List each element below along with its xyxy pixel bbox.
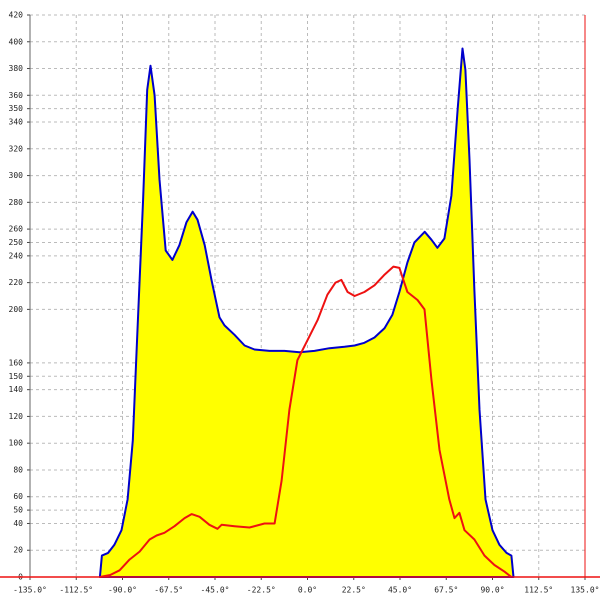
axes: 0204050608010012014015016020022024025026… [0, 11, 600, 595]
y-tick-label: 420 [9, 11, 24, 20]
line [99, 265, 513, 578]
y-tick-label: 80 [13, 465, 23, 474]
y-tick-label: 380 [9, 64, 24, 73]
x-tick-label: -90.0° [108, 586, 137, 595]
y-tick-label: 40 [13, 519, 23, 528]
y-tick-label: 280 [9, 198, 24, 207]
plot [98, 47, 515, 578]
y-tick-label: 20 [13, 546, 23, 555]
x-tick-label: -67.5° [154, 586, 183, 595]
x-tick-label: -45.0° [201, 586, 230, 595]
x-tick-label: 135.0° [571, 586, 600, 595]
x-tick-label: 22.5° [342, 586, 366, 595]
y-tick-label: 240 [9, 251, 24, 260]
y-tick-label: 150 [9, 372, 24, 381]
area [98, 47, 515, 578]
y-tick-label: 250 [9, 238, 24, 247]
x-tick-label: 45.0° [388, 586, 412, 595]
y-tick-label: 140 [9, 385, 24, 394]
x-tick-label: -112.5° [59, 586, 93, 595]
y-tick-label: 100 [9, 439, 24, 448]
y-tick-label: 400 [9, 37, 24, 46]
y-tick-label: 60 [13, 492, 23, 501]
y-tick-label: 50 [13, 506, 23, 515]
y-tick-label: 220 [9, 278, 24, 287]
x-tick-label: 90.0° [480, 586, 504, 595]
y-tick-label: 360 [9, 91, 24, 100]
x-tick-label: -22.5° [247, 586, 276, 595]
y-tick-label: 320 [9, 144, 24, 153]
y-tick-label: 200 [9, 305, 24, 314]
y-tick-label: 120 [9, 412, 24, 421]
x-tick-label: 112.5° [524, 586, 553, 595]
y-tick-label: 260 [9, 225, 24, 234]
x-tick-label: -135.0° [13, 586, 47, 595]
y-tick-label: 340 [9, 118, 24, 127]
x-tick-label: 0.0° [298, 586, 317, 595]
y-tick-label: 160 [9, 358, 24, 367]
y-tick-label: 300 [9, 171, 24, 180]
y-tick-label: 350 [9, 104, 24, 113]
x-tick-label: 67.5° [434, 586, 458, 595]
